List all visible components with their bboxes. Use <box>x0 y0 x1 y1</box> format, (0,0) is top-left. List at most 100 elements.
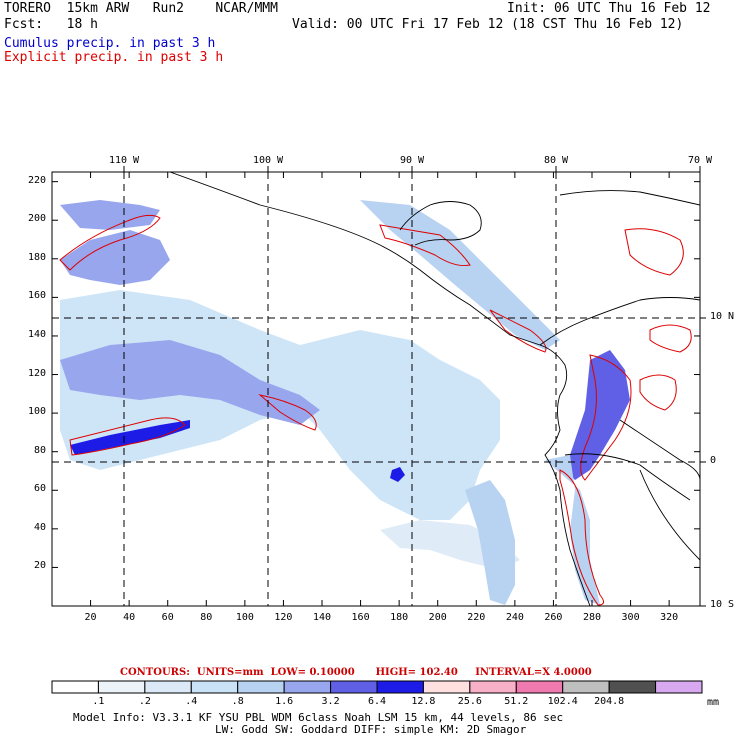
y-tick-label-100: 100 <box>27 406 46 418</box>
x-tick-label-280: 280 <box>582 612 602 623</box>
coast-mexico <box>169 172 541 346</box>
x-tick-label-300: 300 <box>621 612 640 623</box>
lat-label-0: 10 N <box>710 311 735 322</box>
contour-units: UNITS=mm <box>196 667 264 678</box>
graticule <box>52 172 700 606</box>
shade-south-coast <box>545 455 600 605</box>
contour-title: CONTOURS: <box>120 667 190 678</box>
y-tick-label-20: 20 <box>33 560 46 572</box>
colorbar-label-2: .4 <box>185 696 198 707</box>
colorbar-label-5: 3.2 <box>321 696 340 707</box>
contour-nw-1 <box>59 214 161 271</box>
coast-south-america <box>539 344 591 606</box>
x-tick-label-100: 100 <box>235 612 254 623</box>
shade-sa-coast <box>565 350 630 480</box>
init-time: Init: 06 UTC Thu 16 Feb 12 <box>507 1 711 16</box>
colorbar-label-11: 204.8 <box>594 696 625 707</box>
model-title: TORERO 15km ARW Run2 NCAR/MMM <box>4 1 278 16</box>
x-tick-label-180: 180 <box>390 612 409 623</box>
forecast-hour: Fcst: 18 h <box>4 17 98 32</box>
y-tick-label-60: 60 <box>33 483 46 495</box>
colorbar-swatch-4 <box>237 680 285 694</box>
x-tick-label-240: 240 <box>505 612 524 623</box>
y-ticks <box>52 181 700 568</box>
x-tick-label-80: 80 <box>200 612 213 623</box>
explicit-precip-contours <box>59 214 692 606</box>
border-ec-pe <box>564 453 691 501</box>
colorbar-label-7: 12.8 <box>411 696 436 707</box>
contour-east-1 <box>639 374 677 411</box>
lon-label-3: 80 W <box>543 155 569 166</box>
x-tick-label-160: 160 <box>351 612 370 623</box>
y-tick-label-200: 200 <box>27 213 46 225</box>
contour-ca-2 <box>489 309 547 353</box>
border-pe-br <box>639 469 700 561</box>
contour-sa-1 <box>580 354 632 481</box>
contour-low: LOW= 0.10000 <box>270 667 355 678</box>
colorbar-swatch-11 <box>562 680 610 694</box>
contour-sa-2 <box>559 469 604 606</box>
model-physics: LW: Godd SW: Goddard DIFF: simple KM: 2D… <box>215 723 527 736</box>
lon-label-4: 70 W <box>687 155 713 166</box>
shade-itcz-strong <box>70 420 190 455</box>
x-tick-label-120: 120 <box>274 612 293 623</box>
colorbar-unit: mm <box>707 697 720 708</box>
contour-nw-2 <box>69 417 186 456</box>
contour-ne-1 <box>258 394 317 431</box>
colorbar-swatch-0 <box>51 680 99 694</box>
shade-central-am <box>360 200 560 350</box>
contour-info: CONTOURS: UNITS=mm LOW= 0.10000 HIGH= 10… <box>120 667 592 678</box>
coast-yucatan <box>399 201 482 246</box>
contour-interval: INTERVAL=X 4.0000 <box>475 667 592 678</box>
colorbar-label-0: .1 <box>92 696 105 707</box>
map-frame <box>51 171 701 607</box>
contour-high: HIGH= 102.40 <box>375 667 458 678</box>
colorbar-swatch-2 <box>144 680 192 694</box>
colorbar-label-3: .8 <box>231 696 244 707</box>
colorbar-swatch-6 <box>330 680 378 694</box>
colorbar-label-1: .2 <box>138 696 151 707</box>
shade-nw-band <box>60 230 170 285</box>
colorbar-swatch-5 <box>283 680 332 694</box>
shade-galapagos <box>390 467 405 482</box>
colorbar-swatch-12 <box>608 680 657 694</box>
colorbar-label-4: 1.6 <box>275 696 294 707</box>
colorbar-swatch-13 <box>655 680 703 694</box>
shade-south-band <box>465 480 515 605</box>
coast-cuba <box>559 190 700 206</box>
y-tick-label-220: 220 <box>27 174 46 186</box>
lat-label-1: 0 <box>710 455 717 466</box>
x-tick-label-60: 60 <box>161 612 174 623</box>
y-tick-label-160: 160 <box>27 290 46 302</box>
colorbar-swatch-9 <box>469 680 517 694</box>
colorbar-label-10: 102.4 <box>547 696 578 707</box>
contour-colombia <box>649 324 692 353</box>
valid-time: Valid: 00 UTC Fri 17 Feb 12 (18 CST Thu … <box>292 17 684 32</box>
colorbar-label-8: 25.6 <box>457 696 482 707</box>
lon-label-0: 110 W <box>108 155 140 166</box>
field-cumulus-label: Cumulus precip. in past 3 h <box>4 36 216 51</box>
y-tick-label-40: 40 <box>33 521 46 533</box>
colorbar-swatch-10 <box>515 680 564 694</box>
shade-nw-upper <box>60 200 160 230</box>
x-tick-label-260: 260 <box>544 612 563 623</box>
colorbar-swatch-7 <box>376 680 424 694</box>
y-tick-label-120: 120 <box>27 367 46 379</box>
y-tick-label-80: 80 <box>33 444 46 456</box>
x-ticks <box>90 172 670 606</box>
x-tick-label-140: 140 <box>312 612 332 623</box>
contour-ca-1 <box>379 224 471 266</box>
lon-label-2: 90 W <box>399 155 425 166</box>
x-tick-label-220: 220 <box>467 612 486 623</box>
y-tick-label-180: 180 <box>27 251 46 263</box>
precip-shading <box>60 200 630 605</box>
colorbar-swatch-8 <box>422 680 471 694</box>
lat-label-2: 10 S <box>710 599 735 610</box>
field-explicit-label: Explicit precip. in past 3 h <box>4 50 224 65</box>
model-info: Model Info: V3.3.1 KF YSU PBL WDM 6class… <box>73 711 564 724</box>
colorbar-swatch-3 <box>190 680 239 694</box>
x-tick-label-200: 200 <box>428 612 447 623</box>
colorbar-label-9: 51.2 <box>504 696 529 707</box>
contour-carib-1 <box>624 228 684 276</box>
